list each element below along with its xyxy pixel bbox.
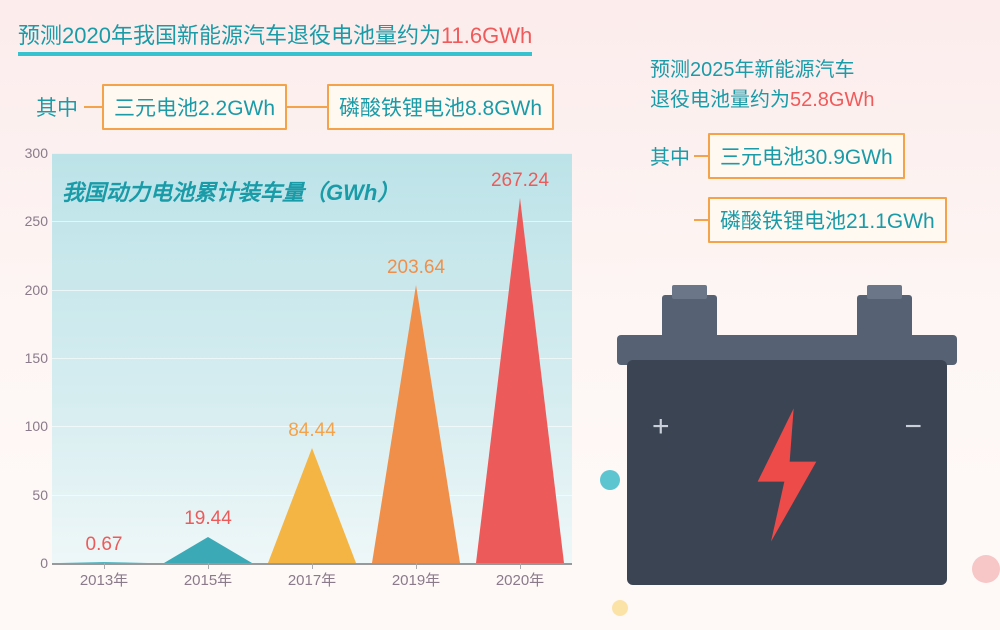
y-tick-label: 300 [18,145,48,161]
y-tick-label: 100 [18,418,48,434]
right-title-l2-prefix: 退役电池量约为 [650,89,790,111]
plus-icon: + [652,410,670,444]
chart-value-label: 0.67 [86,534,123,556]
connector-icon [694,155,708,157]
decorative-dot [612,600,628,616]
connector-icon [694,219,708,221]
right-sub-row: 其中 三元电池30.9GWh 磷酸铁锂电池21.1GWh [650,133,970,243]
main-title-highlight: 11.6GWh [441,23,532,48]
x-tick-label: 2020年 [475,569,565,590]
x-tick-label: 2019年 [371,569,461,590]
chart-triangle [164,537,252,563]
right-panel: 预测2025年新能源汽车 退役电池量约为52.8GWh 其中 三元电池30.9G… [650,55,970,243]
main-title: 预测2020年我国新能源汽车退役电池量约为11.6GWh [18,18,532,56]
right-box-1: 三元电池30.9GWh [708,133,905,179]
right-sub-label: 其中 [650,133,690,170]
y-tick-label: 250 [18,213,48,229]
y-tick-label: 150 [18,350,48,366]
decorative-dot [600,470,620,490]
chart-value-label: 84.44 [288,420,336,442]
battery-illustration: + − [602,265,972,615]
gridline [52,153,572,154]
right-box-2: 磷酸铁锂电池21.1GWh [708,197,947,243]
x-tick-label: 2017年 [267,569,357,590]
y-tick-label: 50 [18,487,48,503]
decorative-dot [972,555,1000,583]
x-tick-label: 2015年 [163,569,253,590]
right-title: 预测2025年新能源汽车 退役电池量约为52.8GWh [650,55,970,115]
right-title-l2-hl: 52.8GWh [790,89,874,111]
bolt-icon [747,405,827,545]
chart-value-label: 19.44 [184,508,232,530]
connector-icon [287,106,327,108]
connector-icon [84,106,102,108]
chart-title: 我国动力电池累计装车量（GWh） [62,175,399,207]
main-title-prefix: 预测2020年我国新能源汽车退役电池量约为 [18,23,441,48]
minus-icon: − [904,410,922,444]
chart-value-label: 203.64 [387,257,445,279]
header-box-1: 三元电池2.2GWh [102,84,287,130]
y-tick-label: 0 [18,555,48,571]
chart-triangle [372,285,460,563]
chart-value-label: 267.24 [491,170,549,192]
header-box-2: 磷酸铁锂电池8.8GWh [327,84,554,130]
y-tick-label: 200 [18,282,48,298]
chart-triangle [476,198,564,563]
sub-label: 其中 [36,92,78,122]
chart-triangle [268,448,356,563]
right-title-l1: 预测2025年新能源汽车 [650,59,855,81]
x-tick-label: 2013年 [59,569,149,590]
chart: 我国动力电池累计装车量（GWh） 0 50 100 150 200 250 300 0.67 2… [18,145,578,600]
